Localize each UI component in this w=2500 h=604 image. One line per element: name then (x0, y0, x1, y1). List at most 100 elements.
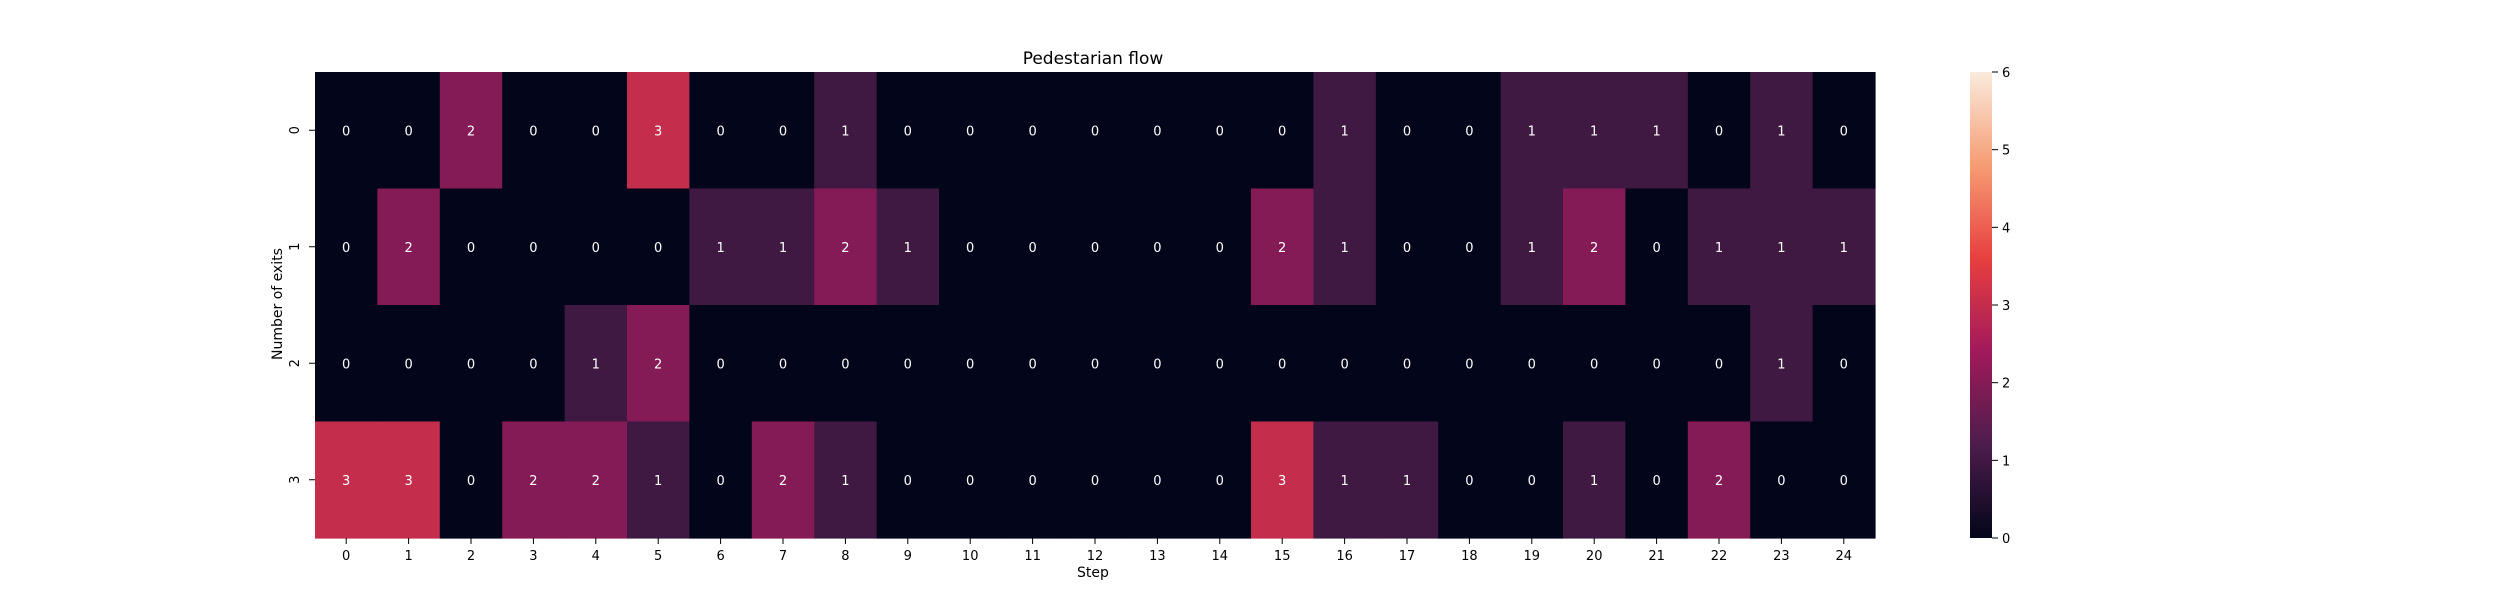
x-tick-label: 1 (404, 549, 412, 564)
cell-value-label: 0 (467, 357, 475, 372)
cell-value-label: 0 (1153, 474, 1161, 489)
cell-value-label: 0 (716, 357, 724, 372)
heatmap-cell (1563, 188, 1626, 306)
heatmap-cell (1251, 188, 1314, 306)
cell-value-label: 0 (1278, 124, 1286, 139)
cell-value-label: 0 (1340, 357, 1348, 372)
cell-value-label: 0 (1153, 241, 1161, 256)
heatmap-cell (1438, 421, 1502, 539)
heatmap-cell (1812, 421, 1876, 539)
x-tick-label: 6 (716, 549, 724, 564)
heatmap-cell (1126, 72, 1190, 190)
heatmap-cell (502, 421, 566, 539)
cell-value-label: 0 (1153, 124, 1161, 139)
cell-value-label: 1 (592, 357, 600, 372)
cell-value-label: 0 (1091, 357, 1099, 372)
cell-value-label: 0 (904, 124, 912, 139)
cell-value-label: 0 (342, 124, 350, 139)
x-tick-label: 7 (779, 549, 787, 564)
heatmap-cell (502, 305, 566, 423)
x-tick-label: 19 (1524, 549, 1541, 564)
heatmap-cell (1750, 188, 1814, 306)
heatmap-cell (689, 305, 753, 423)
heatmap-cell (1563, 305, 1626, 423)
cell-value-label: 1 (1777, 124, 1785, 139)
cell-value-label: 0 (1715, 357, 1723, 372)
cell-value-label: 0 (1528, 357, 1536, 372)
x-tick-label: 3 (529, 549, 537, 564)
cell-value-label: 0 (1465, 474, 1473, 489)
x-tick-label: 10 (962, 549, 979, 564)
cell-value-label: 1 (654, 474, 662, 489)
heatmap-cell (1251, 305, 1314, 423)
heatmap-cell (1563, 72, 1626, 190)
cell-value-label: 1 (1340, 474, 1348, 489)
cell-value-label: 1 (716, 241, 724, 256)
x-tick-label: 4 (592, 549, 600, 564)
cell-annotations: 0 0 2 0 0 3 0 0 1 0 0 0 0 0 0 0 1 0 0 1 1 1 0 1 0 0 2 0 0 0 0 1 1 2 1 0 0 0 0 0… (342, 124, 1848, 489)
colorbar-tick-label: 2 (2002, 377, 2010, 392)
cell-value-label: 0 (904, 474, 912, 489)
colorbar-tick-label: 0 (2002, 532, 2010, 547)
heatmap-cell (1313, 72, 1377, 190)
heatmap-cell (876, 421, 940, 539)
heatmap-cell (1001, 421, 1065, 539)
heatmap-cell (1063, 72, 1127, 190)
x-tick-label: 0 (342, 549, 350, 564)
heatmap-cell (1251, 421, 1314, 539)
cell-value-label: 0 (1465, 241, 1473, 256)
heatmap-cell (939, 72, 1002, 190)
x-tick-label: 12 (1087, 549, 1104, 564)
heatmap-cell (1563, 421, 1626, 539)
heatmap-cell (1375, 305, 1439, 423)
cell-value-label: 0 (1216, 241, 1224, 256)
cell-value-label: 0 (1465, 124, 1473, 139)
x-tick-label: 20 (1586, 549, 1603, 564)
heatmap-cell (502, 72, 566, 190)
y-tick-label: 2 (288, 359, 303, 367)
colorbar-tick-label: 5 (2002, 144, 2010, 159)
cell-value-label: 3 (654, 124, 662, 139)
heatmap-cell (1438, 305, 1502, 423)
x-tick-label: 23 (1773, 549, 1790, 564)
heatmap-cell (564, 421, 628, 539)
heatmap-cell (1313, 421, 1377, 539)
heatmap-cell (1188, 305, 1252, 423)
x-tick-label: 22 (1711, 549, 1728, 564)
heatmap-cell (439, 421, 503, 539)
cell-value-label: 1 (904, 241, 912, 256)
cell-value-label: 0 (1840, 357, 1848, 372)
cell-value-label: 1 (1528, 241, 1536, 256)
heatmap-cell (939, 421, 1002, 539)
chart-title: Pedestarian flow (1023, 49, 1164, 69)
cell-value-label: 2 (1715, 474, 1723, 489)
cell-value-label: 0 (904, 357, 912, 372)
heatmap-cell (1001, 72, 1065, 190)
heatmap-cell (1750, 421, 1814, 539)
cell-value-label: 0 (592, 241, 600, 256)
heatmap-cell (1126, 188, 1190, 306)
heatmap-cell (1063, 305, 1127, 423)
heatmap-cell (1188, 421, 1252, 539)
cell-value-label: 1 (1590, 124, 1598, 139)
heatmap-cell (315, 421, 378, 539)
heatmap-cell (751, 305, 815, 423)
heatmap-cell (1313, 305, 1377, 423)
cell-value-label: 3 (1278, 474, 1286, 489)
cell-value-label: 1 (1528, 124, 1536, 139)
x-axis-label: Step (1077, 565, 1109, 581)
cell-value-label: 0 (1715, 124, 1723, 139)
heatmap-cell (439, 72, 503, 190)
cell-value-label: 1 (1715, 241, 1723, 256)
x-tick-label: 8 (841, 549, 849, 564)
heatmap-cell (814, 305, 878, 423)
x-tick-label: 17 (1399, 549, 1416, 564)
y-tick-labels: 0 1 2 3 (288, 126, 315, 484)
heatmap-cell (1687, 421, 1751, 539)
heatmap-cell (627, 188, 690, 306)
cell-value-label: 0 (1528, 474, 1536, 489)
cell-value-label: 0 (716, 474, 724, 489)
heatmap-cell (1001, 188, 1065, 306)
heatmap-cell (564, 188, 628, 306)
cell-value-label: 0 (1091, 241, 1099, 256)
